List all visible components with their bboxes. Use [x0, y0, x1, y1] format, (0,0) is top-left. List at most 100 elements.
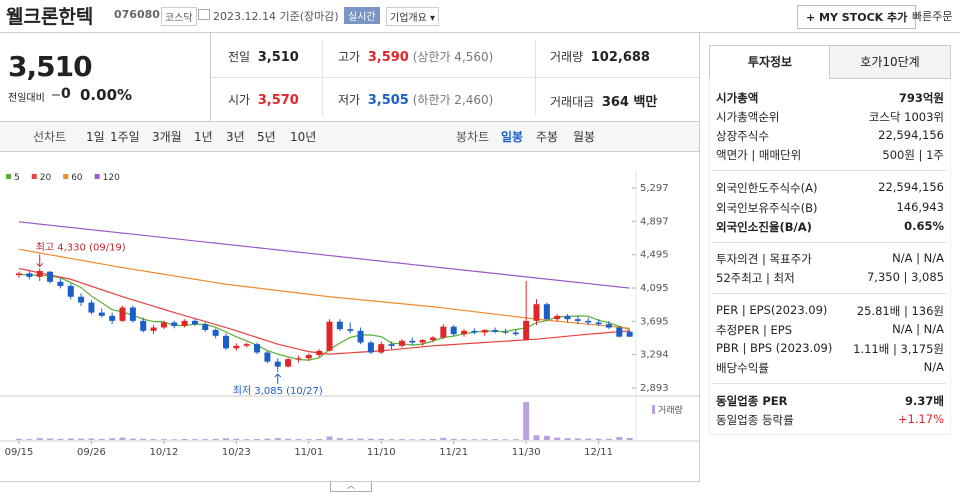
- x-tick-label: 10/23: [222, 447, 251, 458]
- info-label: 액면가 | 매매단위: [716, 148, 802, 162]
- y-tick-label: 4,495: [640, 250, 669, 261]
- candle-body: [367, 342, 374, 353]
- volume-bar: [67, 438, 74, 440]
- period-tab[interactable]: 10년: [290, 130, 317, 144]
- info-divider: [712, 293, 946, 294]
- info-value: +1.17%: [897, 412, 944, 426]
- volume-legend: 거래량: [658, 404, 683, 416]
- info-row: 시가총액순위 코스닥 1003위: [716, 109, 944, 125]
- summary-label: 고가: [338, 50, 361, 64]
- volume-bar: [626, 437, 633, 440]
- info-row: PBR | BPS (2023.09) 1.11배 | 3,175원: [716, 341, 944, 356]
- volume-bar: [140, 438, 147, 440]
- candle-tab[interactable]: 월봉: [573, 130, 596, 144]
- legend-swatch: [31, 174, 37, 179]
- candle-tab[interactable]: 주봉: [536, 130, 559, 144]
- info-value: 500원 | 1주: [882, 148, 944, 162]
- info-label: 외국인한도주식수(A): [716, 181, 818, 195]
- info-value: 22,594,156: [878, 180, 944, 194]
- annotation-arrow: [274, 373, 282, 385]
- info-label: 동일업종 PER: [716, 394, 788, 408]
- candle-body: [57, 281, 64, 286]
- candle-body: [440, 326, 447, 338]
- candle-body: [233, 345, 240, 349]
- collapse-button[interactable]: ︿: [330, 481, 372, 492]
- period-tab[interactable]: 3개월: [152, 130, 182, 144]
- chart-tabs: [0, 121, 699, 152]
- volume-bar: [191, 439, 198, 440]
- overview-button[interactable]: 기업개요 ▾: [386, 7, 440, 26]
- candle-body: [492, 330, 499, 332]
- volume-bar: [88, 438, 95, 440]
- y-tick-label: 3,294: [640, 350, 669, 361]
- legend-label: 5: [14, 173, 20, 183]
- period-tab[interactable]: 1년: [194, 130, 213, 144]
- candle-body: [150, 327, 157, 331]
- info-label: 시가총액순위: [716, 110, 780, 124]
- volume-bar: [160, 439, 167, 440]
- candle-body: [171, 322, 178, 326]
- info-value: N/A: [923, 360, 944, 374]
- candle-body: [243, 344, 250, 346]
- candle-body: [305, 354, 312, 359]
- volume-bar: [419, 439, 426, 440]
- realtime-badge[interactable]: 실시간: [344, 7, 380, 24]
- candle-body: [409, 340, 416, 343]
- period-tab[interactable]: 3년: [226, 130, 245, 144]
- info-tab[interactable]: 호가10단계: [829, 45, 951, 79]
- info-tab-active[interactable]: 투자정보: [709, 45, 831, 78]
- volume-bar: [409, 439, 416, 440]
- volume-bar: [367, 438, 374, 440]
- candle-body: [543, 304, 550, 320]
- volume-bar: [543, 435, 550, 440]
- candle-body: [502, 331, 509, 333]
- main-panel: [0, 33, 700, 482]
- candle-body: [481, 330, 488, 333]
- candle-body: [585, 320, 592, 323]
- volume-bar: [492, 439, 499, 440]
- candle-body: [626, 331, 633, 337]
- summary-value: 102,688: [590, 50, 650, 65]
- legend-swatch: [63, 174, 69, 179]
- annotation-arrow: [36, 254, 44, 268]
- mystock-button[interactable]: + MY STOCK 추가: [797, 5, 917, 29]
- y-tick-label: 2,893: [640, 383, 669, 394]
- candle-tab[interactable]: 일봉: [501, 130, 524, 144]
- volume-bar: [347, 438, 354, 440]
- volume-bar: [57, 438, 64, 440]
- info-label: PER | EPS(2023.09): [716, 303, 828, 317]
- candle-body: [202, 324, 209, 331]
- volume-bar: [471, 439, 478, 440]
- candle-body: [160, 322, 167, 328]
- info-value: 9.37배: [905, 394, 944, 408]
- period-tab[interactable]: 1주일: [110, 130, 140, 144]
- market-badge: 코스닥: [161, 7, 197, 26]
- candle-body: [430, 337, 436, 340]
- annotation-high: 최고 4,330 (09/19): [36, 241, 126, 253]
- period-tab[interactable]: 1일: [86, 130, 105, 144]
- legend-swatch: [6, 174, 11, 179]
- info-value: 코스닥 1003위: [868, 110, 944, 124]
- candle-body: [274, 361, 281, 367]
- candle-body: [336, 321, 343, 330]
- volume-bar: [430, 439, 436, 440]
- volume-bar: [212, 438, 219, 440]
- annotation-low: 최저 3,085 (10/27): [233, 385, 323, 397]
- period-tab[interactable]: 5년: [257, 130, 276, 144]
- candle-body: [347, 329, 354, 331]
- info-label: 52주최고 | 최저: [716, 271, 795, 285]
- volume-bar: [223, 438, 229, 440]
- header-divider: [0, 32, 960, 33]
- volume-bar: [502, 439, 509, 440]
- summary-value: 364 백만: [601, 95, 658, 110]
- info-value: 793억원: [898, 91, 944, 105]
- volume-bar: [254, 439, 261, 440]
- volume-bar: [326, 436, 333, 440]
- candle-body: [26, 273, 33, 277]
- quick-order[interactable]: 빠른주문: [912, 10, 953, 23]
- info-row: 시가총액 793억원: [716, 90, 944, 106]
- tab-row: 선차트 1일 1주일 3개월 1년 3년 5년 10년 봉차트 일봉 주봉 월봉: [0, 128, 699, 146]
- info-row: 추정PER | EPS N/A | N/A: [716, 322, 944, 338]
- candle-body: [419, 339, 426, 343]
- info-row: 외국인보유주식수(B) 146,943: [716, 200, 944, 216]
